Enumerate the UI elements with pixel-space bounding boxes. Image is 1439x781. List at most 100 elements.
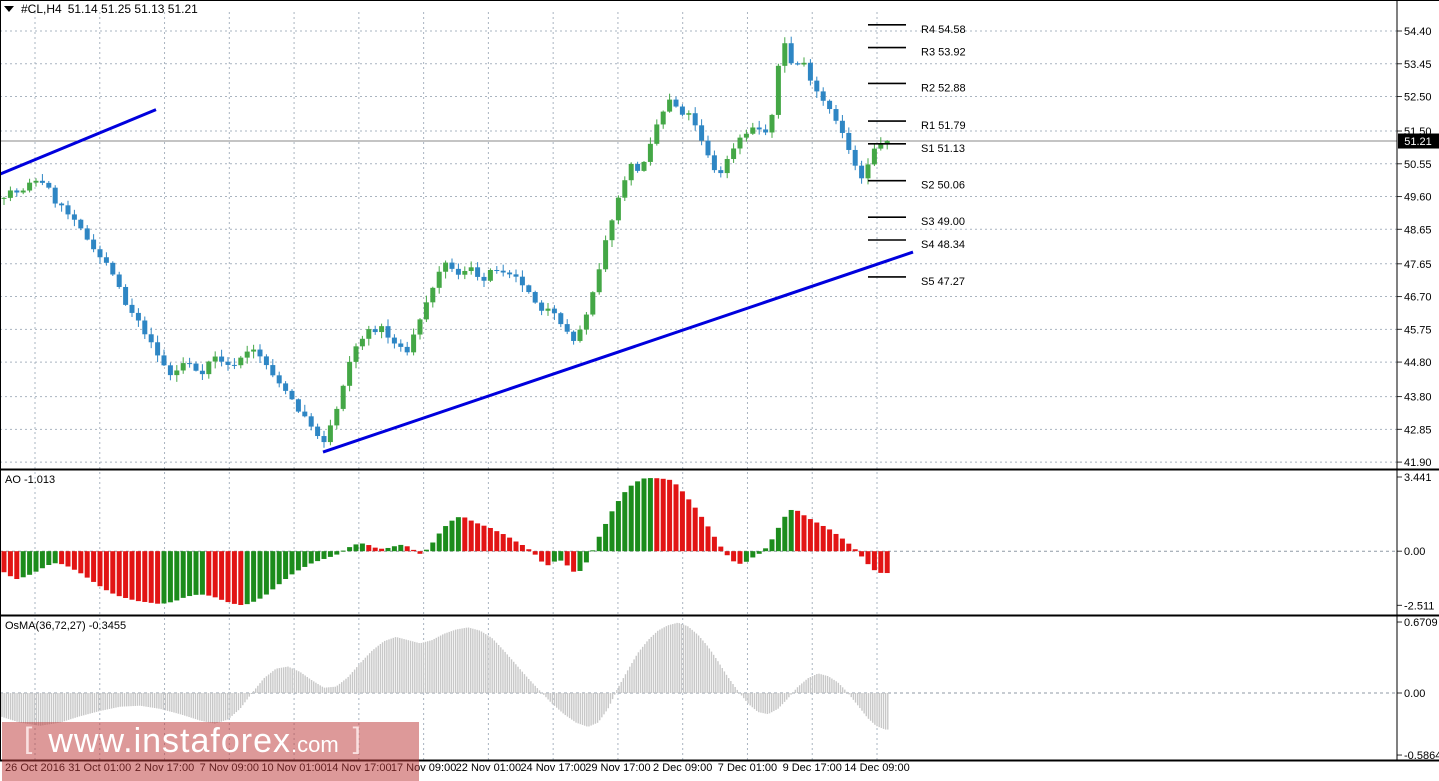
candle-body [462, 270, 468, 275]
osma-bar [510, 659, 513, 693]
ao-bar [65, 551, 71, 567]
osma-bar [708, 648, 711, 693]
ao-bar [167, 551, 173, 603]
osma-bar [491, 638, 493, 693]
trendline[interactable] [0, 108, 157, 176]
osma-bar [231, 693, 233, 716]
osma-bar [46, 693, 48, 725]
candle-body [871, 148, 877, 165]
osma-bar [465, 627, 468, 693]
osma-bar [181, 693, 184, 715]
osma-bar [386, 640, 388, 693]
ao-bar [193, 551, 199, 595]
ao-bar [180, 551, 186, 598]
ao-bar [590, 550, 596, 552]
time-axis-label: 2 Dec 09:00 [653, 762, 712, 774]
data-layer: R4 54.58 R3 53.92 R2 52.88 R1 51.79 S1 51.13… [0, 24, 1397, 730]
ao-bar [731, 551, 737, 562]
ao-bar [820, 525, 826, 552]
osma-bar [822, 674, 824, 693]
osma-bar [740, 693, 743, 696]
ao-bar [635, 481, 641, 552]
osma-bar [321, 686, 324, 693]
osma-bar [377, 645, 379, 693]
ao-bar [884, 551, 890, 574]
osma-bar [605, 693, 607, 712]
osma-bar [669, 624, 672, 693]
osma-bar [803, 681, 805, 693]
candle-body [276, 375, 282, 384]
osma-bar [110, 693, 113, 709]
osma-bar [429, 640, 431, 693]
osma-bar [160, 693, 162, 710]
ao-bar [321, 551, 327, 559]
osma-bar [341, 682, 343, 693]
osma-bar [237, 693, 240, 711]
osma-bar [224, 693, 227, 721]
candle-body [359, 338, 365, 347]
chevron-down-icon[interactable] [4, 5, 15, 13]
osma-bar [549, 693, 551, 702]
osma-bar [52, 693, 55, 724]
osma-bar [614, 693, 616, 695]
price-axis-label: 50.55 [1404, 159, 1432, 171]
ao-bar [417, 551, 423, 554]
candle-body [507, 272, 513, 275]
osma-bar [857, 693, 859, 706]
osma-bar [407, 640, 410, 693]
pivot-level-label: R3 53.92 [921, 47, 966, 59]
candle-body [385, 326, 391, 338]
ao-indicator-label: AO -1.013 [5, 474, 56, 486]
ao-bar [1, 551, 7, 573]
ao-bar [833, 533, 839, 552]
osma-bar [543, 693, 545, 695]
osma-bar [126, 693, 128, 707]
osma-bar [616, 690, 618, 693]
osma-bar [158, 693, 160, 709]
candle-body [513, 274, 519, 277]
ao-bar [366, 545, 372, 552]
osma-bar [876, 693, 878, 727]
osma-bar [351, 672, 354, 693]
osma-bar [829, 677, 831, 693]
osma-bar [504, 651, 506, 693]
ao-bar [769, 539, 775, 552]
osma-bar [730, 681, 732, 693]
candle-body [878, 144, 884, 149]
trendline[interactable] [322, 250, 914, 454]
candle-body [679, 106, 685, 115]
ao-bar [212, 551, 218, 598]
ao-bar [763, 548, 769, 552]
ao-bar [103, 551, 109, 591]
price-axis-label: 45.75 [1404, 324, 1432, 336]
ao-bar [289, 551, 295, 575]
ao-bar [7, 551, 13, 577]
ao-bar [513, 541, 519, 552]
osma-bar [728, 678, 730, 693]
osma-bar [736, 689, 738, 693]
osma-bar [89, 693, 91, 714]
osma-bar [635, 655, 637, 693]
osma-bar [571, 693, 573, 720]
osma-bar [336, 685, 339, 693]
ao-bar [385, 547, 391, 552]
osma-bar [693, 631, 695, 693]
osma-bar [594, 693, 597, 724]
osma-bar [596, 693, 599, 723]
ao-bar [718, 546, 724, 552]
ao-bar [641, 478, 647, 552]
osma-bar [485, 634, 487, 693]
symbol-timeframe-label: #CL,H4 [21, 2, 62, 16]
candle-body [532, 292, 538, 303]
candle-body [155, 342, 161, 356]
candle-body [353, 346, 359, 362]
osma-bar [59, 693, 61, 723]
ao-bar [443, 526, 449, 552]
osma-bar [622, 678, 625, 693]
candle-body [59, 203, 65, 206]
ao-bar [391, 546, 397, 552]
osma-bar [196, 693, 199, 720]
osma-bar [661, 628, 663, 693]
